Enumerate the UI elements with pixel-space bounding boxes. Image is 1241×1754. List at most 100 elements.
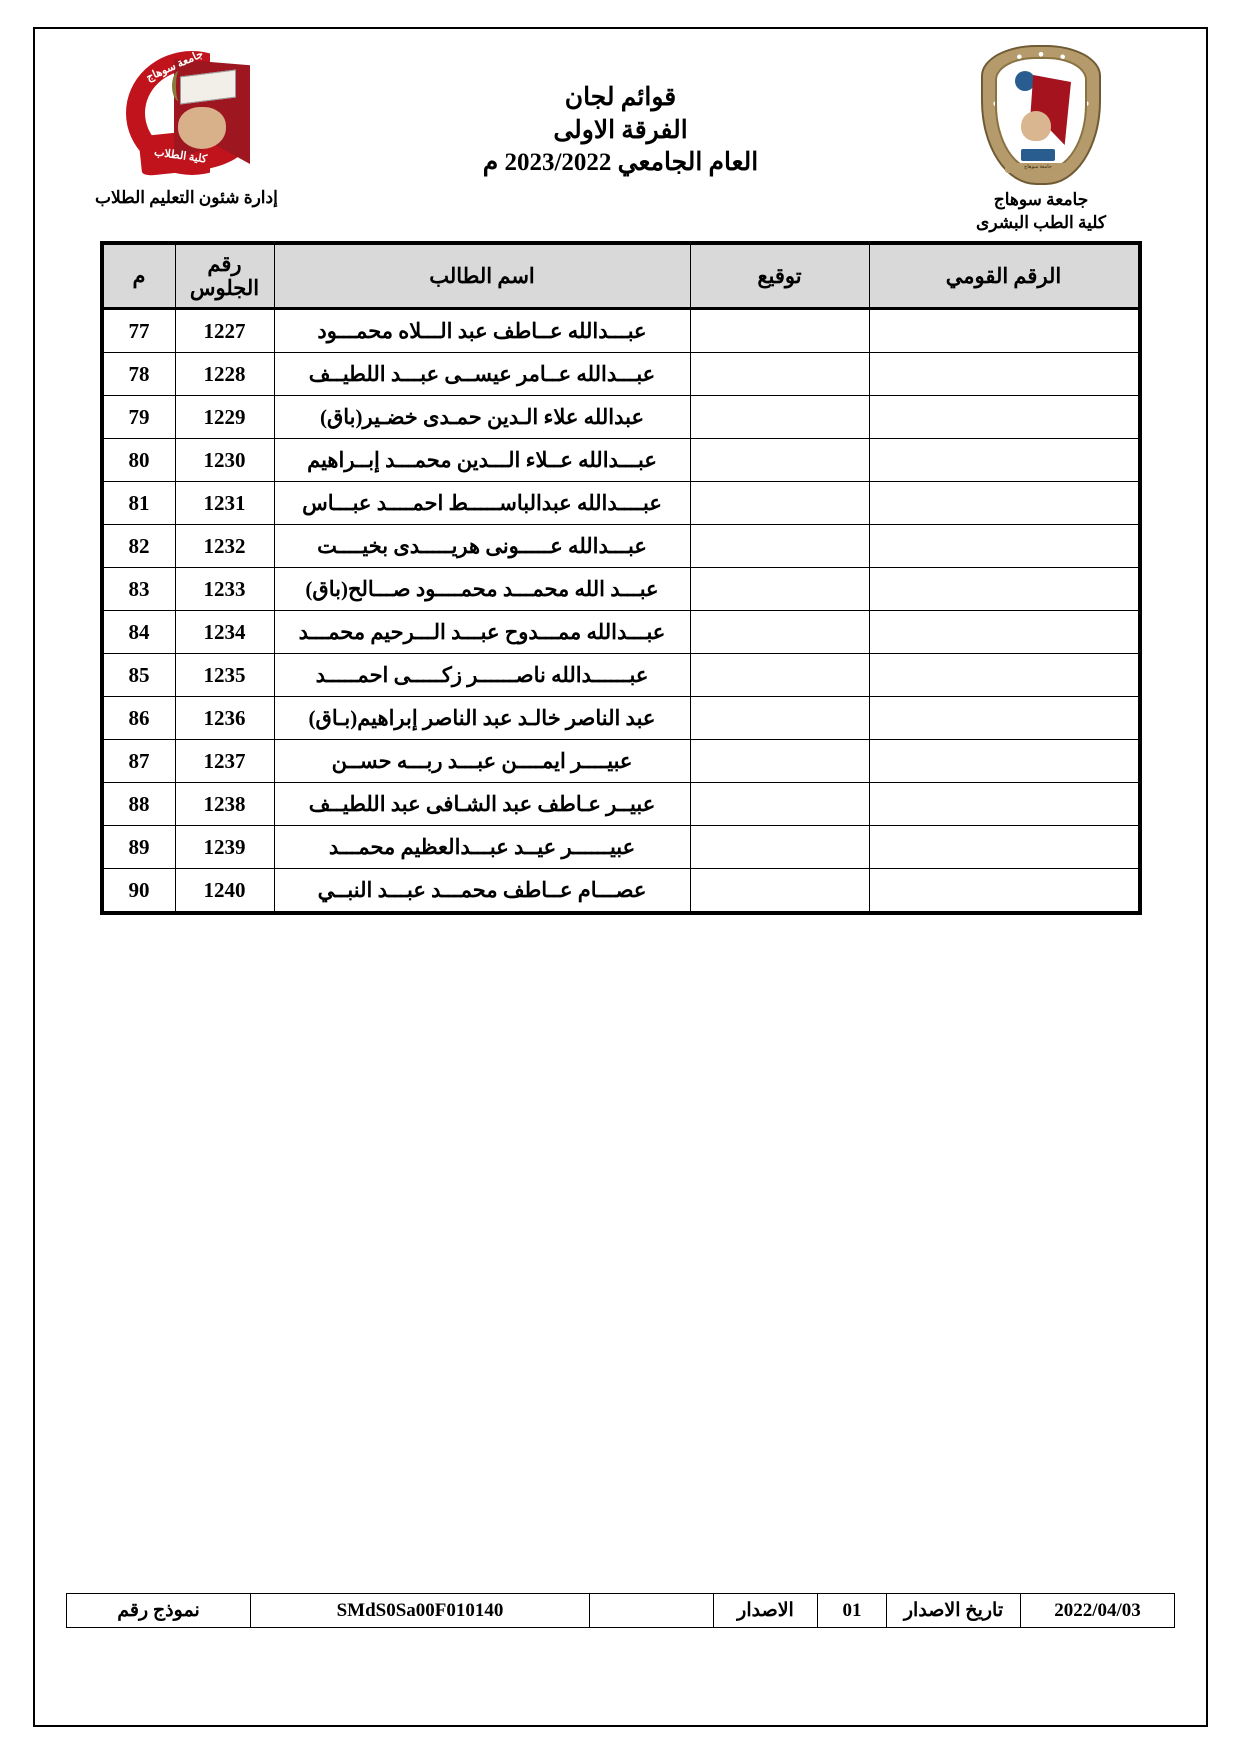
cell-signature[interactable]: [689, 782, 870, 826]
footer-issue-date-label: تاريخ الاصدار: [886, 1593, 1021, 1628]
title-line-1: قوائم لجان: [564, 84, 677, 111]
student-affairs-caption: إدارة شئون التعليم الطلاب: [95, 188, 278, 207]
cell-student-name: عبيــــر ايمــــن عبـــد ربـــه حســن: [273, 739, 691, 783]
cell-signature[interactable]: [689, 610, 870, 654]
crescent-face: [178, 107, 226, 149]
cell-national-id[interactable]: [868, 481, 1140, 525]
table-row: عبـــد الله محمـــد محمــــود صـــالح(با…: [101, 567, 1140, 611]
cell-national-id[interactable]: [868, 308, 1140, 353]
footer-issue-number: 01: [817, 1593, 887, 1628]
table-row: عصـــام عــاطف محمـــد عبـــد النبــي 124…: [101, 868, 1140, 914]
cell-seat-number: 1235: [174, 653, 275, 697]
page-title: قوائم لجان الفرقة الاولى العام الجامعي 2…: [45, 82, 1196, 180]
cell-index: 89: [101, 825, 176, 869]
table-row: عبــــــدالله ناصــــــر زكـــــى احمـــ…: [101, 653, 1140, 697]
cell-national-id[interactable]: [868, 868, 1140, 914]
header-seat-line1: رقم: [207, 251, 242, 276]
faculty-name: كلية الطب البشرى: [976, 212, 1106, 232]
header-index: م: [101, 241, 176, 310]
cell-index: 84: [101, 610, 176, 654]
cell-seat-number: 1239: [174, 825, 275, 869]
cell-signature[interactable]: [689, 653, 870, 697]
footer-table: 2022/04/03 تاريخ الاصدار 01 الاصدار SMdS…: [66, 1593, 1175, 1628]
roster-table-wrapper: الرقم القومي توقيع اسم الطالب رقم الجلوس…: [45, 241, 1196, 915]
cell-student-name: عبيــر عـاطف عبد الشـافى عبد اللطيــف: [273, 782, 691, 826]
table-row: عبـــدالله عــلاء الـــدين محمـــد إبــر…: [101, 438, 1140, 482]
cell-index: 81: [101, 481, 176, 525]
header-signature: توقيع: [689, 241, 870, 310]
cell-signature[interactable]: [689, 567, 870, 611]
crest-ribbon: جامعة سوهاج: [1005, 163, 1071, 173]
cell-index: 78: [101, 352, 176, 396]
cell-seat-number: 1228: [174, 352, 275, 396]
table-header-row: الرقم القومي توقيع اسم الطالب رقم الجلوس…: [101, 241, 1140, 310]
crest-emblem: [1015, 71, 1035, 91]
cell-national-id[interactable]: [868, 352, 1140, 396]
footer-issue-date: 2022/04/03: [1020, 1593, 1175, 1628]
cell-seat-number: 1236: [174, 696, 275, 740]
header-seat-number: رقم الجلوس: [174, 241, 275, 310]
cell-student-name: عبــــدالله عبدالباســـــط احمــــد عبــ…: [273, 481, 691, 525]
cell-national-id[interactable]: [868, 567, 1140, 611]
table-row: عبـــدالله عـــــونى هريـــــدى بخيــــت…: [101, 524, 1140, 568]
cell-seat-number: 1231: [174, 481, 275, 525]
cell-signature[interactable]: [689, 308, 870, 353]
cell-signature[interactable]: [689, 352, 870, 396]
university-caption: جامعة سوهاج كلية الطب البشرى: [941, 189, 1141, 235]
cell-index: 80: [101, 438, 176, 482]
document-footer: 2022/04/03 تاريخ الاصدار 01 الاصدار SMdS…: [45, 1593, 1196, 1628]
crescent-snake: [172, 71, 186, 101]
cell-index: 82: [101, 524, 176, 568]
cell-signature[interactable]: [689, 696, 870, 740]
roster-table-head: الرقم القومي توقيع اسم الطالب رقم الجلوس…: [101, 241, 1140, 310]
red-crescent-logo-icon: جامعة سوهاج كلية الطلاب: [120, 45, 280, 180]
table-row: عبيــــــر عيــد عبـــدالعظيم محمـــد 123…: [101, 825, 1140, 869]
header-national-id: الرقم القومي: [868, 241, 1140, 310]
document-header: جامعة سوهاج كلية الطلاب إدارة شئون التعل…: [45, 40, 1196, 235]
crest-face: [1021, 111, 1051, 141]
cell-student-name: عبـــدالله عــامر عيســى عبـــد اللطيــف: [273, 352, 691, 396]
cell-index: 79: [101, 395, 176, 439]
university-shield-icon: جامعة سوهاج: [981, 45, 1101, 185]
header-seat-line2: الجلوس: [189, 276, 260, 300]
university-crest-block: جامعة سوهاج جامعة سوهاج كلية الطب البشرى: [941, 45, 1141, 235]
cell-signature[interactable]: [689, 438, 870, 482]
cell-student-name: عبـــدالله ممـــدوح عبـــد الـــرحيم محم…: [273, 610, 691, 654]
cell-national-id[interactable]: [868, 438, 1140, 482]
cell-national-id[interactable]: [868, 696, 1140, 740]
cell-signature[interactable]: [689, 739, 870, 783]
crest-book: [1021, 149, 1055, 161]
cell-national-id[interactable]: [868, 782, 1140, 826]
table-row: عبيــر عـاطف عبد الشـافى عبد اللطيــف 123…: [101, 782, 1140, 826]
title-line-3: العام الجامعي 2023/2022 م: [482, 149, 759, 176]
cell-index: 85: [101, 653, 176, 697]
title-line-2: الفرقة الاولى: [553, 116, 688, 144]
faculty-crescent-logo-block: جامعة سوهاج كلية الطلاب: [100, 45, 300, 180]
cell-student-name: عبيــــــر عيــد عبـــدالعظيم محمـــد: [273, 825, 691, 869]
cell-signature[interactable]: [689, 481, 870, 525]
cell-signature[interactable]: [689, 524, 870, 568]
student-roster-table: الرقم القومي توقيع اسم الطالب رقم الجلوس…: [99, 241, 1142, 915]
cell-national-id[interactable]: [868, 610, 1140, 654]
cell-index: 86: [101, 696, 176, 740]
cell-national-id[interactable]: [868, 739, 1140, 783]
cell-national-id[interactable]: [868, 524, 1140, 568]
cell-signature[interactable]: [689, 395, 870, 439]
footer-form-label: نموذج رقم: [66, 1593, 251, 1628]
cell-seat-number: 1237: [174, 739, 275, 783]
cell-national-id[interactable]: [868, 395, 1140, 439]
cell-seat-number: 1238: [174, 782, 275, 826]
footer-blank-cell: [589, 1593, 714, 1628]
cell-national-id[interactable]: [868, 825, 1140, 869]
table-row: عبد الناصر خالـد عبد الناصر إبراهيم(بـاق…: [101, 696, 1140, 740]
cell-seat-number: 1230: [174, 438, 275, 482]
cell-signature[interactable]: [689, 868, 870, 914]
table-row: عبدالله علاء الـدين حمـدى خضـير(باق) 1229…: [101, 395, 1140, 439]
roster-table-body: عبـــدالله عــاطف عبد الـــلاه محمـــود 1…: [101, 308, 1140, 914]
cell-signature[interactable]: [689, 825, 870, 869]
cell-student-name: عبـــدالله عــلاء الـــدين محمـــد إبــر…: [273, 438, 691, 482]
cell-seat-number: 1233: [174, 567, 275, 611]
header-student-name: اسم الطالب: [273, 241, 691, 310]
footer-row: 2022/04/03 تاريخ الاصدار 01 الاصدار SMdS…: [66, 1593, 1175, 1628]
cell-national-id[interactable]: [868, 653, 1140, 697]
